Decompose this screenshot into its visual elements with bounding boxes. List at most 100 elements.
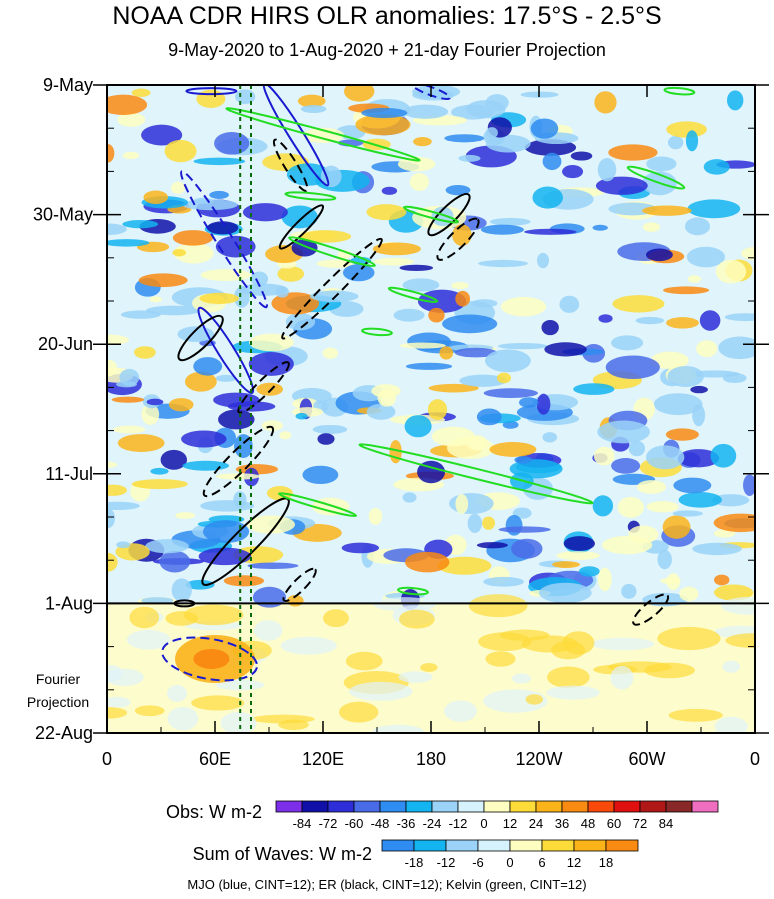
field-patch (247, 562, 299, 570)
field-patch (119, 368, 140, 387)
field-patch (235, 89, 256, 105)
field-patch (159, 550, 191, 573)
mjo-contour (262, 85, 330, 187)
er-contour (281, 237, 383, 340)
field-patch (578, 566, 600, 577)
field-patch (518, 397, 539, 408)
field-patch (642, 222, 661, 232)
field-patch (677, 449, 720, 468)
field-patch (349, 681, 413, 701)
field-patch (215, 374, 237, 382)
field-patch (459, 374, 507, 387)
field-patch (193, 157, 246, 166)
field-patch (116, 541, 131, 549)
field-patch (645, 248, 673, 262)
colorbar-swatch (613, 800, 641, 813)
field-patch (107, 359, 118, 377)
colorbar-level: 0 (506, 855, 513, 870)
colorbar-level: 72 (633, 816, 647, 831)
field-patch (141, 124, 183, 146)
kelvin-contour (225, 107, 421, 162)
field-patch (657, 626, 721, 651)
y-tick-label: 11-Jul (45, 464, 93, 484)
field-patch (409, 173, 430, 191)
er-contour (202, 425, 275, 498)
field-patch (215, 235, 256, 258)
field-patch (361, 107, 408, 119)
field-patch (699, 310, 721, 331)
field-patch (635, 316, 665, 325)
field-patch (373, 257, 414, 266)
field-patch (646, 501, 679, 513)
field-patch (111, 396, 145, 403)
colorbar-level: 12 (567, 855, 581, 870)
field-patch (598, 314, 613, 323)
colorbar-swatch (431, 800, 459, 813)
field-patch (605, 355, 660, 380)
field-patch (107, 552, 118, 572)
field-patch (455, 494, 469, 514)
field-patch (657, 549, 672, 570)
colorbar-level: -6 (472, 855, 484, 870)
field-patch (482, 516, 496, 530)
field-patch (253, 620, 283, 641)
field-patch (686, 246, 725, 268)
colorbar-level: 12 (503, 816, 517, 831)
colorbar-level: 60 (607, 816, 621, 831)
field-patch (417, 289, 467, 313)
field-patch (451, 281, 469, 290)
field-patch (678, 491, 722, 508)
mjo-contour (180, 170, 268, 309)
field-patch (167, 684, 188, 702)
kelvin-contour (626, 165, 686, 190)
field-patch (145, 539, 189, 554)
field-patch (458, 154, 481, 162)
colorbar-swatch (379, 800, 407, 813)
field-patch (592, 495, 614, 517)
field-patch (279, 431, 292, 440)
field-patch (427, 399, 448, 420)
field-patch (547, 666, 590, 689)
field-patch (175, 512, 196, 519)
field-patch (107, 696, 131, 708)
field-patch (570, 151, 593, 161)
colorbar-swatch (477, 839, 511, 852)
mjo-contour (411, 85, 451, 100)
field-patch (342, 264, 375, 282)
field-patch (300, 230, 352, 243)
field-patch (107, 94, 148, 115)
colorbar-swatch (605, 839, 639, 852)
kelvin-contour (402, 205, 460, 224)
field-patch (444, 134, 485, 143)
field-patch (316, 259, 357, 268)
field-patch (345, 651, 383, 671)
field-patch (220, 711, 257, 733)
colorbar-swatch (535, 800, 563, 813)
field-patch (489, 442, 537, 457)
field-patch (722, 660, 741, 673)
field-patch (452, 224, 472, 246)
olr-anomaly-field (107, 85, 755, 733)
hovmoller-chart: 0 60E 120E 180 120W 60W 0 9-May30-May20-Jun11-… (27, 75, 769, 870)
field-patch (368, 507, 383, 525)
field-patch (218, 409, 255, 430)
field-patch (525, 694, 544, 705)
field-patch (302, 465, 339, 485)
colorbar-label: Sum of Waves: W m-2 (193, 844, 372, 864)
field-patch (500, 296, 547, 317)
field-patch (149, 296, 162, 303)
field-patch (164, 139, 197, 163)
colorbar-swatch (639, 800, 667, 813)
field-patch (514, 456, 532, 464)
field-patch (143, 190, 169, 205)
field-patch (666, 121, 707, 138)
field-patch (642, 205, 692, 216)
field-patch (666, 317, 699, 329)
field-patch (468, 594, 528, 618)
field-patch (595, 176, 648, 195)
field-patch (317, 433, 335, 445)
field-patch (322, 347, 339, 359)
field-patch (107, 707, 128, 719)
field-patch (198, 547, 252, 566)
field-patch (714, 716, 748, 733)
